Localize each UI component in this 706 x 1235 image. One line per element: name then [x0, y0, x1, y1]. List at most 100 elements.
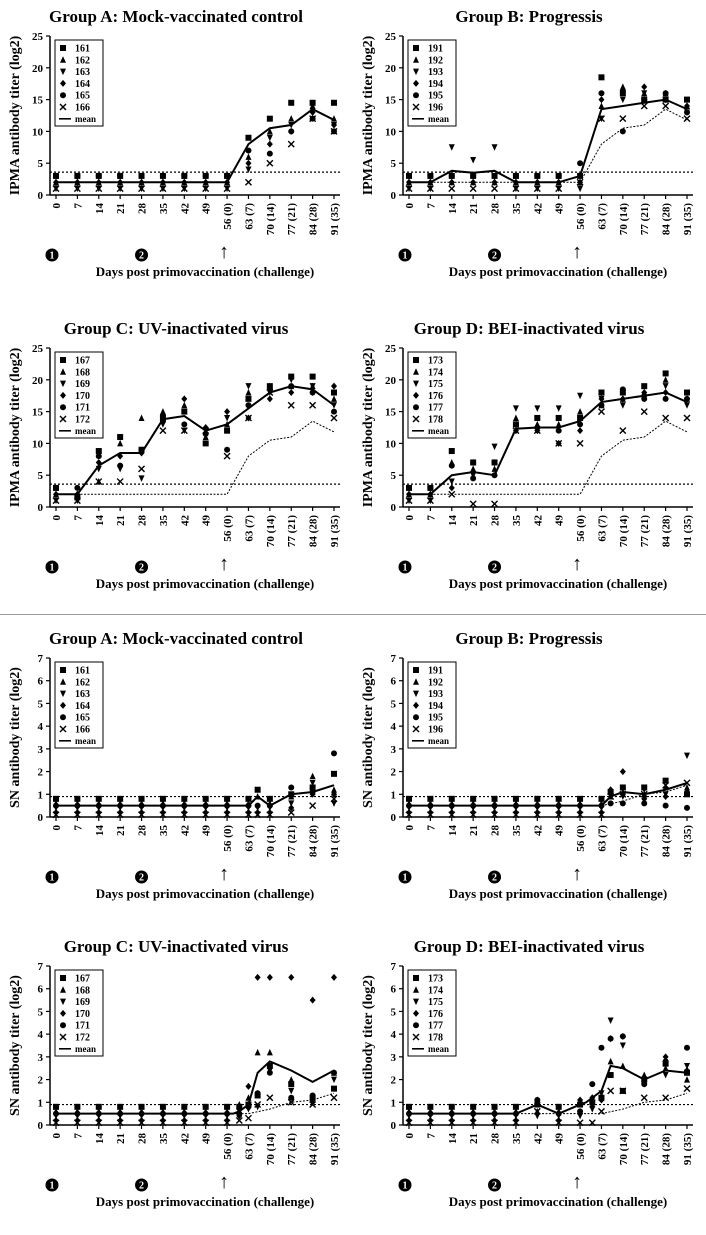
data-point	[202, 1103, 209, 1110]
data-point	[470, 1103, 477, 1110]
data-point	[588, 1119, 596, 1127]
data-point	[245, 166, 252, 174]
cross-stroke	[491, 185, 499, 193]
data-point	[309, 401, 317, 409]
data-point	[254, 1048, 261, 1056]
mean-line	[56, 385, 335, 496]
data-point	[406, 172, 412, 179]
legend-label: mean	[75, 426, 96, 436]
cross-stroke	[412, 725, 420, 733]
legend-marker	[412, 103, 420, 111]
vaccination-marker-dot	[398, 1178, 412, 1192]
vaccination-marker-number: 1	[50, 251, 55, 262]
x-tick-label: 70 (14)	[265, 515, 277, 547]
x-tick-label: 0	[404, 515, 416, 521]
data-point	[159, 1119, 167, 1127]
data-point	[598, 389, 605, 396]
x-tick-label: 77 (21)	[286, 203, 298, 235]
vaccination-marker: 1	[45, 870, 59, 884]
data-point	[470, 808, 477, 816]
legend-label: 166	[75, 725, 90, 736]
x-tick-label: 35	[511, 1133, 523, 1145]
x-tick-label: 84 (28)	[661, 1133, 673, 1165]
data-point	[73, 497, 81, 505]
data-point	[74, 172, 81, 179]
data-point	[266, 150, 273, 157]
legend-marker	[59, 725, 67, 733]
data-point	[331, 382, 337, 390]
y-tick-label: 15	[32, 95, 44, 107]
x-tick-label: 84 (28)	[661, 203, 673, 235]
mean-line	[409, 781, 688, 807]
data-point	[406, 1103, 412, 1110]
legend-label: 169	[75, 379, 90, 390]
legend-label: 196	[428, 103, 443, 114]
vaccination-marker: 2	[488, 560, 502, 574]
vaccination-marker-dot	[488, 1178, 502, 1192]
cross-stroke	[159, 811, 167, 819]
cross-stroke	[512, 1119, 520, 1127]
x-tick-label: 77 (21)	[639, 1133, 651, 1165]
legend-marker	[60, 79, 66, 87]
data-point	[512, 172, 519, 179]
data-point	[534, 172, 541, 179]
x-tick-label: 49	[554, 1133, 566, 1145]
data-point	[662, 414, 670, 422]
x-axis-label: Days post primovaccination (challenge)	[449, 576, 667, 591]
y-tick-label: 20	[385, 63, 397, 75]
x-tick-label: 63 (7)	[596, 203, 608, 230]
legend-marker	[60, 690, 66, 698]
data-point	[331, 786, 337, 793]
data-point	[224, 808, 231, 816]
x-tick-label: 56 (0)	[222, 825, 234, 852]
data-point	[138, 185, 146, 193]
legend-marker	[59, 1033, 67, 1041]
data-point	[52, 497, 60, 505]
data-point	[245, 795, 252, 802]
legend-marker	[413, 1009, 419, 1017]
y-tick-label: 25	[32, 343, 44, 355]
data-point	[95, 1116, 102, 1124]
cross-stroke	[116, 1119, 124, 1127]
cross-stroke	[116, 478, 124, 486]
data-point	[470, 172, 477, 179]
data-point	[598, 795, 605, 802]
x-axis-label: Days post primovaccination (challenge)	[449, 1194, 667, 1209]
cross-stroke	[555, 811, 563, 819]
data-point	[684, 788, 690, 796]
cross-stroke	[662, 781, 670, 789]
data-point	[448, 462, 455, 469]
x-tick-label: 91 (35)	[329, 825, 341, 857]
vaccination-marker: 1	[45, 1178, 59, 1192]
data-point	[159, 172, 166, 179]
cross-stroke	[180, 811, 188, 819]
data-point	[266, 811, 274, 819]
y-tick-label: 1	[391, 789, 397, 801]
y-tick-label: 0	[391, 190, 397, 202]
data-point	[405, 185, 413, 193]
cross-stroke	[405, 185, 413, 193]
data-point	[534, 1097, 541, 1104]
cross-stroke	[52, 497, 60, 505]
data-point	[159, 411, 166, 419]
y-tick-label: 6	[391, 676, 397, 688]
x-tick-label: 0	[404, 825, 416, 831]
challenge-arrow: ↑	[219, 1171, 229, 1193]
data-point	[202, 808, 209, 816]
x-tick-label: 0	[404, 1133, 416, 1139]
mean-line	[56, 1060, 335, 1115]
data-point	[426, 1119, 434, 1127]
data-point	[619, 784, 626, 791]
cross-stroke	[426, 811, 434, 819]
data-points	[52, 99, 338, 193]
data-point	[405, 497, 413, 505]
cross-stroke	[597, 1107, 605, 1115]
y-tick-label: 20	[385, 375, 397, 387]
data-point	[619, 1033, 626, 1040]
data-point	[244, 178, 252, 186]
data-point	[512, 1119, 520, 1127]
x-tick-label: 70 (14)	[265, 1133, 277, 1165]
cross-stroke	[244, 811, 252, 819]
data-point	[223, 452, 231, 460]
